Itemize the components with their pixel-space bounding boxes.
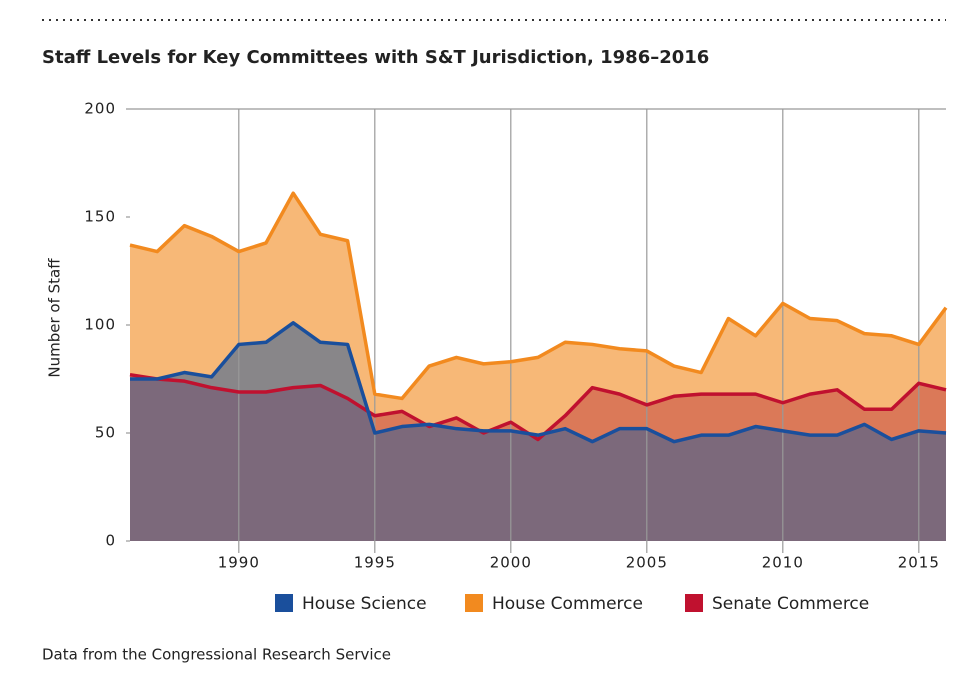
x-tick-label: 2005 xyxy=(626,554,668,572)
y-tick-label: 200 xyxy=(84,100,116,118)
area xyxy=(130,322,946,541)
legend-swatch xyxy=(685,594,703,612)
y-axis-label: Number of Staff xyxy=(46,258,64,378)
legend-label: House Science xyxy=(302,594,427,614)
chart-title: Staff Levels for Key Committees with S&T… xyxy=(42,47,709,68)
y-tick-label: 100 xyxy=(84,316,116,334)
line xyxy=(129,372,947,442)
legend-label: House Commerce xyxy=(492,594,643,614)
y-tick-label: 150 xyxy=(84,208,116,226)
x-tick-label: 2015 xyxy=(898,554,940,572)
x-tick-label: 2010 xyxy=(762,554,804,572)
legend-swatch xyxy=(275,594,293,612)
x-tick-label: 2000 xyxy=(490,554,532,572)
y-tick-label: 0 xyxy=(105,532,116,550)
x-tick-label: 1990 xyxy=(218,554,260,572)
y-tick-label: 50 xyxy=(95,424,116,442)
legend-label: Senate Commerce xyxy=(712,594,869,614)
line xyxy=(130,321,947,444)
legend-swatch xyxy=(465,594,483,612)
line xyxy=(129,191,948,401)
source-note: Data from the Congressional Research Ser… xyxy=(42,646,391,664)
x-tick-label: 1995 xyxy=(354,554,396,572)
